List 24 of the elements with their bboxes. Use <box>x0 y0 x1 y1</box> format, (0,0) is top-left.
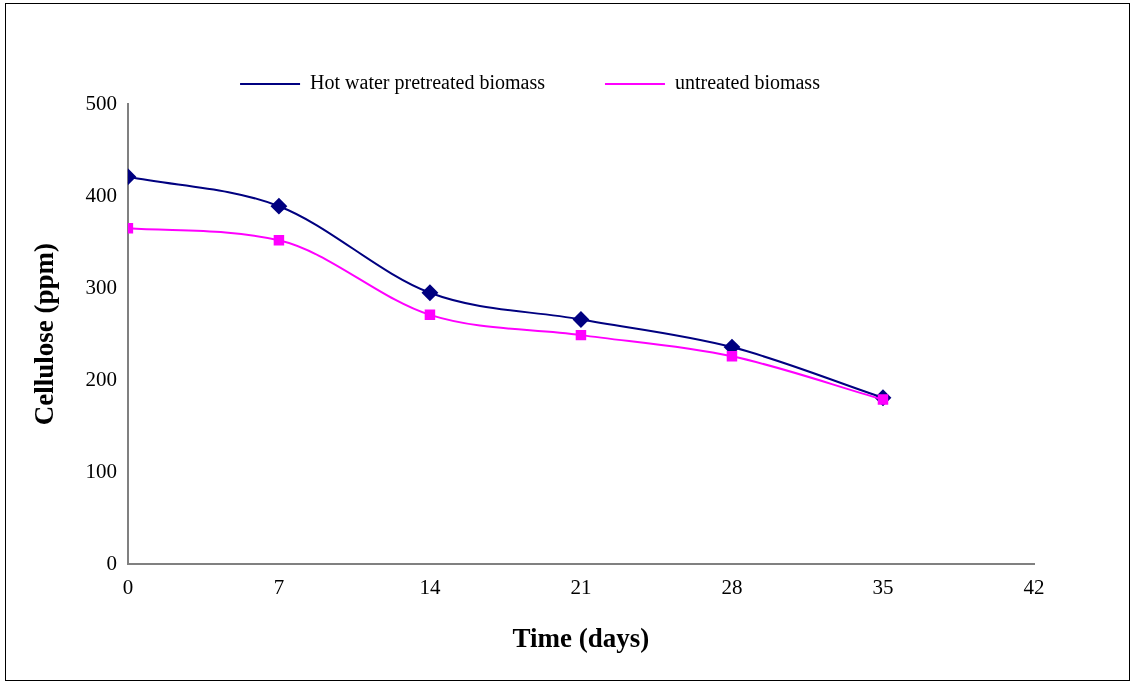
x-axis-title: Time (days) <box>512 622 650 653</box>
x-tick-label: 21 <box>570 574 592 599</box>
y-tick-label: 500 <box>85 90 117 115</box>
point <box>572 311 589 328</box>
x-tick-label: 14 <box>419 574 441 599</box>
x-tick-label: 42 <box>1023 574 1045 599</box>
y-tick-label: 100 <box>85 458 117 483</box>
x-tick-label: 7 <box>273 574 285 599</box>
x-tick-label: 28 <box>721 574 743 599</box>
y-tick-label: 200 <box>85 366 117 391</box>
point <box>270 198 287 215</box>
legend-label: untreated biomass <box>674 71 821 94</box>
legend-label: Hot water pretreated biomass <box>310 71 546 95</box>
y-tick-label: 300 <box>85 274 117 299</box>
point <box>726 351 738 362</box>
point <box>424 309 436 321</box>
point <box>273 235 285 246</box>
point <box>421 284 438 301</box>
y-tick-label: 400 <box>85 182 117 207</box>
x-tick-label: 0 <box>122 574 134 599</box>
point <box>575 329 587 341</box>
x-tick-label: 35 <box>872 574 894 599</box>
y-tick-label: 0 <box>106 550 117 575</box>
y-axis-title: Cellulose (ppm) <box>29 243 60 426</box>
